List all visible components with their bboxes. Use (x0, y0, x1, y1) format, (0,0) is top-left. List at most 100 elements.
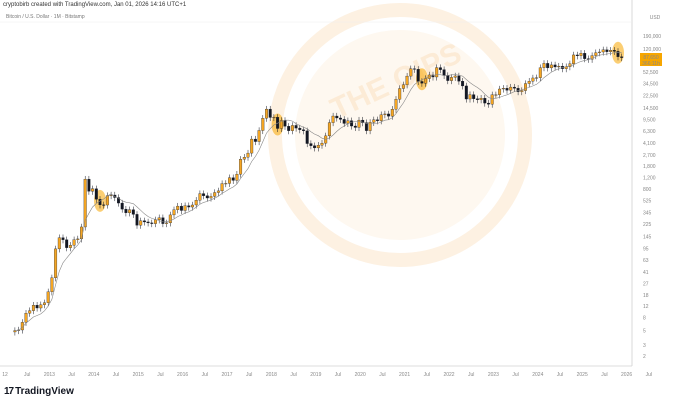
candle (298, 124, 302, 134)
bear-candle-body (309, 143, 313, 146)
candle (527, 77, 531, 88)
candle (401, 81, 405, 93)
bull-candle-body (157, 217, 161, 221)
candle (557, 62, 561, 71)
candle (172, 206, 176, 219)
candle (165, 219, 169, 228)
bull-candle-body (409, 68, 413, 77)
x-tick-label: Jul (601, 372, 607, 378)
candle (472, 91, 476, 103)
candle (450, 74, 453, 85)
candle (250, 135, 254, 157)
y-tick-label: 9,500 (643, 118, 656, 124)
x-tick-label: Jul (246, 372, 252, 378)
candle (187, 202, 191, 211)
candle (331, 112, 335, 127)
bull-candle-body (242, 157, 246, 160)
chart-credit: cryptobirb created with TradingView.com,… (3, 2, 187, 8)
candle (191, 201, 194, 211)
bull-candle-body (246, 152, 250, 158)
bull-candle-body (390, 109, 394, 117)
tradingview-logo[interactable]: 17 TradingView (4, 386, 74, 397)
x-tick-label: Jul (113, 372, 119, 378)
bull-candle-body (383, 113, 387, 115)
bull-candle-body (39, 304, 43, 309)
bull-candle-body (191, 204, 194, 208)
bear-candle-body (376, 119, 379, 121)
candle (549, 61, 553, 72)
bull-candle-body (368, 122, 372, 131)
y-tick-label: 1,200 (643, 175, 656, 181)
candle (520, 87, 524, 96)
bear-candle-body (231, 177, 235, 181)
bull-candle-body (165, 222, 169, 224)
y-tick-label: 12 (643, 304, 649, 310)
candle (542, 60, 546, 72)
x-tick-label: 2024 (532, 372, 543, 378)
y-tick-label: 120,000 (643, 47, 661, 53)
bear-candle-body (135, 214, 139, 226)
candle (220, 180, 224, 195)
bull-candle-body (46, 291, 50, 303)
bull-candle-body (531, 77, 535, 82)
y-tick-label: 14,500 (643, 106, 659, 112)
bull-candle-body (535, 77, 539, 79)
candle (609, 47, 613, 56)
bull-candle-body (54, 248, 58, 278)
last-price: 87,650 (643, 55, 659, 61)
bull-candle-body (509, 86, 513, 91)
candle (102, 201, 106, 209)
candle (546, 60, 550, 72)
candle (505, 85, 509, 94)
watermark-logo: THE OIPS (268, 3, 532, 267)
bear-candle-body (61, 237, 65, 240)
y-tick-label: 52,500 (643, 70, 659, 76)
bull-candle-body (265, 108, 268, 119)
bull-candle-body (139, 220, 143, 226)
bear-candle-body (364, 122, 368, 131)
y-tick-label: 800 (643, 187, 652, 193)
bull-candle-body (468, 94, 472, 100)
bull-candle-body (435, 67, 439, 78)
bear-candle-body (305, 130, 309, 144)
candle (131, 206, 135, 218)
candle (368, 119, 372, 135)
bull-candle-body (28, 310, 32, 314)
candle (231, 174, 235, 184)
x-tick-label: Jul (557, 372, 563, 378)
candle (376, 116, 379, 125)
candle (35, 301, 39, 312)
y-tick-label: 345 (643, 210, 652, 216)
bull-candle-body (220, 183, 224, 192)
bear-candle-body (202, 193, 206, 196)
candle (535, 74, 539, 82)
candle (453, 72, 457, 81)
time-axis[interactable]: 12 Jul 2013 Jul 2014 Jul 2015 Jul 2016 Jul 2017 Jul… (2, 372, 652, 378)
candle (372, 116, 376, 126)
currency-label: USD (650, 15, 661, 21)
y-tick-label: 225 (643, 222, 652, 228)
candle (198, 190, 202, 204)
x-tick-label: 2021 (399, 372, 410, 378)
candle (383, 110, 387, 119)
bear-candle-body (464, 85, 468, 100)
candle (479, 95, 483, 104)
bear-candle-body (446, 75, 450, 81)
x-tick-label: Jul (335, 372, 341, 378)
candle (313, 142, 317, 152)
bull-candle-body (538, 67, 542, 78)
price-axis[interactable]: 190,000 120,000 52,500 34,500 22,500 14,500 9,… (643, 34, 661, 360)
bull-candle-body (379, 114, 383, 121)
y-tick-label: 63 (643, 258, 649, 264)
candle (120, 199, 124, 213)
bear-candle-body (575, 54, 579, 56)
y-tick-label: 41 (643, 270, 649, 276)
bear-candle-body (472, 94, 476, 99)
candle (409, 65, 413, 80)
y-tick-label: 2,700 (643, 153, 656, 159)
y-tick-label: 6,300 (643, 129, 656, 135)
bear-candle-body (339, 117, 342, 120)
candle (202, 190, 206, 200)
y-tick-label: 95 (643, 246, 649, 252)
